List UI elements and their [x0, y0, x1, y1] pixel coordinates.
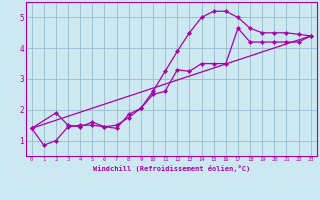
X-axis label: Windchill (Refroidissement éolien,°C): Windchill (Refroidissement éolien,°C) — [92, 165, 250, 172]
